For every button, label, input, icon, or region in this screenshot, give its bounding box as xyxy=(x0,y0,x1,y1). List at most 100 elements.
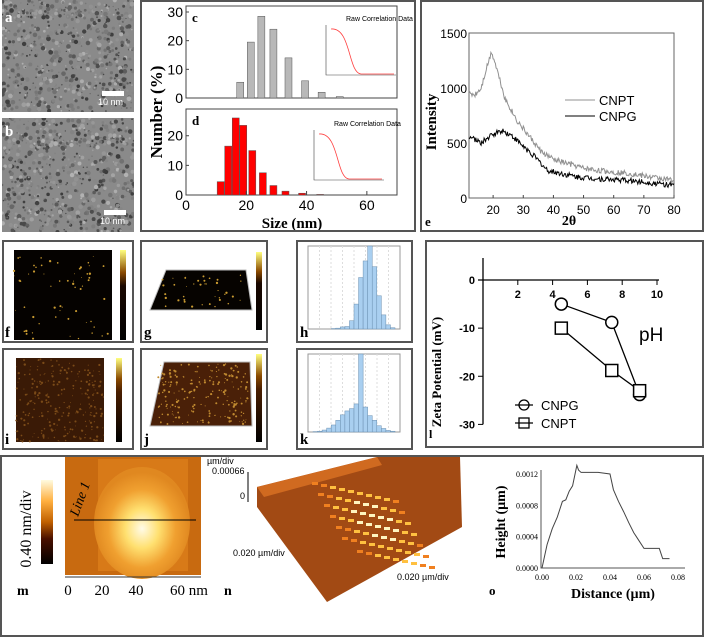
afm-feature xyxy=(53,423,55,425)
afm-feature xyxy=(58,419,60,421)
afm-feature xyxy=(184,301,186,303)
tem-particle xyxy=(104,124,109,129)
tem-particle xyxy=(8,164,12,168)
tem-particle xyxy=(94,108,96,110)
afm-feature xyxy=(199,377,200,378)
afm-feature xyxy=(172,411,173,412)
tem-particle xyxy=(106,18,110,22)
afm-feature xyxy=(183,296,185,298)
surface-step xyxy=(375,496,381,499)
histogram-bar-h xyxy=(363,261,368,329)
afm-feature xyxy=(79,438,81,440)
bar-c xyxy=(258,16,265,98)
bar-c xyxy=(270,29,277,98)
afm-feature xyxy=(81,430,82,431)
afm-feature xyxy=(233,404,235,406)
tem-particle xyxy=(118,228,120,230)
tem-particle xyxy=(31,50,33,52)
tem-particle xyxy=(58,209,63,214)
tem-particle xyxy=(33,43,36,46)
tem-particle xyxy=(4,46,8,50)
tem-particle xyxy=(110,71,113,74)
afm-feature xyxy=(228,420,230,422)
tem-particle xyxy=(104,16,107,19)
afm-feature xyxy=(165,396,167,398)
tem-particle xyxy=(53,130,56,133)
tem-particle xyxy=(15,76,17,78)
afm-feature xyxy=(164,293,166,295)
afm-feature xyxy=(227,396,228,397)
afm-feature xyxy=(88,277,90,279)
tem-particle xyxy=(91,110,93,112)
histogram-bar-k xyxy=(331,425,336,432)
xtick-label-m: 20 xyxy=(95,583,110,599)
tem-particle xyxy=(4,35,6,37)
tem-particle xyxy=(18,229,20,231)
afm-feature xyxy=(41,265,43,267)
tem-particle xyxy=(129,37,131,39)
tem-particle xyxy=(7,51,11,55)
tem-particle xyxy=(31,45,33,47)
tem-particle xyxy=(53,141,58,146)
afm-feature xyxy=(214,306,215,307)
afm-feature xyxy=(193,408,194,409)
tem-particle xyxy=(38,123,40,125)
tem-particle xyxy=(128,129,133,134)
afm-feature xyxy=(177,407,178,408)
afm-feature xyxy=(160,365,161,366)
tem-particle xyxy=(20,189,25,194)
afm-feature xyxy=(235,365,237,367)
tem-particle xyxy=(95,133,99,137)
tem-particle xyxy=(131,170,134,174)
tem-particle xyxy=(18,41,20,43)
tem-particle xyxy=(106,201,110,205)
tem-particle xyxy=(5,99,10,104)
bar-c xyxy=(302,81,309,98)
afm-feature xyxy=(73,365,75,367)
tem-particle xyxy=(87,26,90,29)
tem-particle xyxy=(37,66,38,67)
afm-feature xyxy=(85,392,87,394)
tem-particle xyxy=(76,65,80,69)
afm-feature xyxy=(88,365,89,366)
scale-bar-label-b: 10 nm xyxy=(100,216,125,226)
tem-particle xyxy=(65,9,68,12)
tem-particle xyxy=(74,230,78,232)
tem-particle xyxy=(100,127,103,130)
tem-particle xyxy=(85,172,87,174)
tem-particle xyxy=(103,12,107,16)
tem-particle xyxy=(95,145,99,149)
tem-particle xyxy=(20,184,23,187)
afm-feature xyxy=(24,306,26,308)
tem-particle xyxy=(55,124,58,127)
tem-particle xyxy=(72,68,73,69)
tem-particle xyxy=(53,123,54,124)
tem-particle xyxy=(37,143,40,146)
tem-particle xyxy=(84,217,87,220)
xtick-label: 20 xyxy=(486,203,500,217)
afm-feature xyxy=(175,417,176,418)
tem-particle xyxy=(113,0,117,2)
afm-feature xyxy=(218,364,219,365)
afm-feature xyxy=(95,408,96,409)
tem-particle xyxy=(63,170,65,172)
afm-feature xyxy=(100,415,102,417)
afm-feature xyxy=(91,332,92,333)
tem-particle xyxy=(132,15,134,18)
afm-feature xyxy=(240,398,241,399)
tem-particle xyxy=(43,2,46,5)
afm-feature xyxy=(240,275,241,276)
afm-feature xyxy=(182,423,183,424)
afm-feature xyxy=(74,420,76,422)
afm-feature xyxy=(88,279,90,281)
afm-feature xyxy=(90,321,91,322)
tem-particle xyxy=(103,174,104,175)
tem-particle xyxy=(101,52,104,55)
tem-particle xyxy=(116,154,121,159)
afm-feature xyxy=(23,439,24,440)
colorbar-label: 0.40 nm/div xyxy=(18,490,35,567)
afm-feature xyxy=(162,279,164,281)
afm-feature xyxy=(167,423,169,425)
